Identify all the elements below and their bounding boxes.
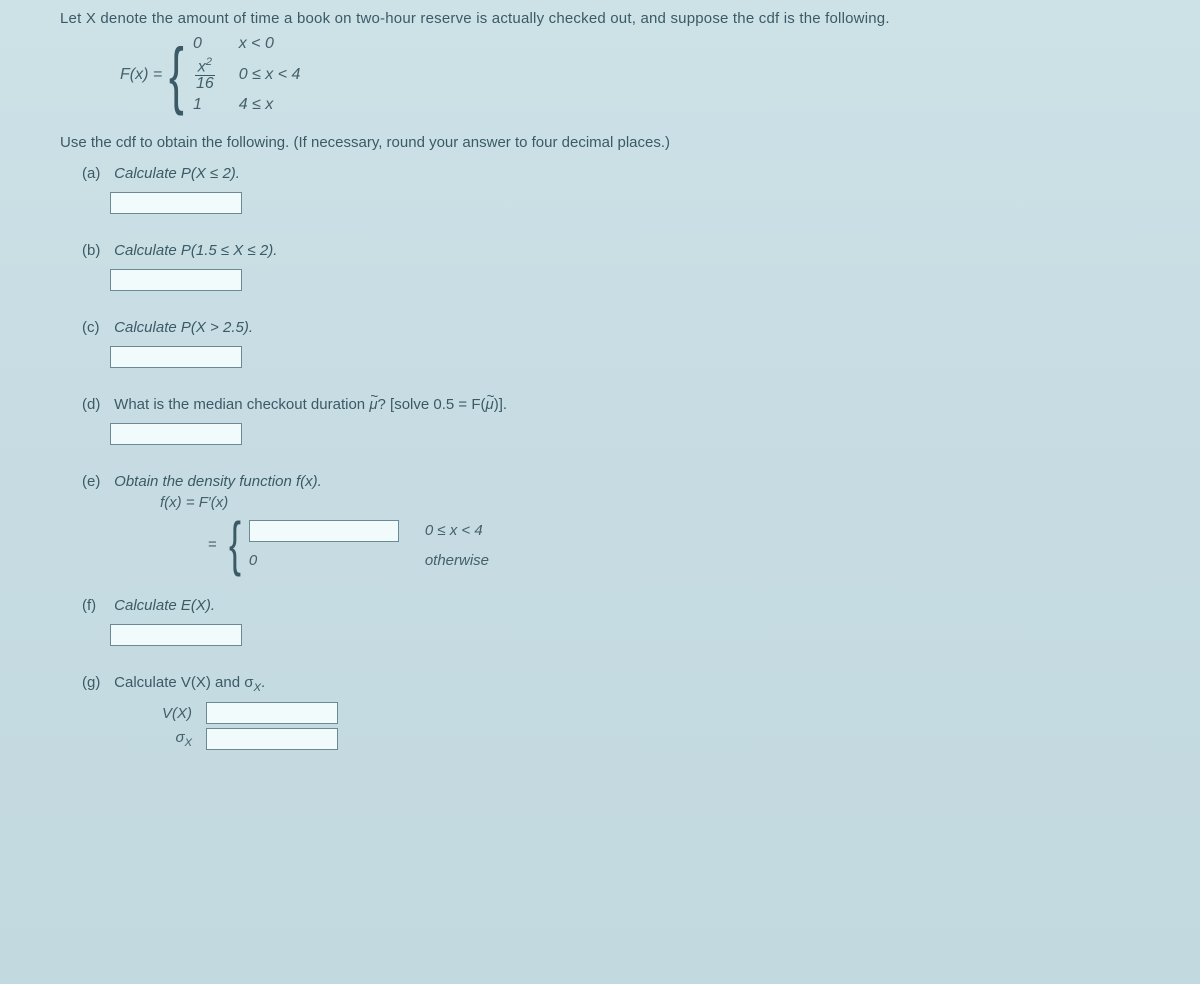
left-brace-icon: {	[169, 40, 184, 110]
part-d-input[interactable]	[110, 423, 242, 445]
cdf-case2-value: x2 16	[193, 57, 217, 92]
part-g-text: Calculate V(X) and σX.	[114, 674, 265, 691]
part-c-input[interactable]	[110, 346, 242, 368]
part-c-label: (c)	[82, 319, 110, 336]
part-d-label: (d)	[82, 396, 110, 413]
part-b-text: Calculate P(1.5 ≤ X ≤ 2).	[114, 242, 277, 259]
part-a-label: (a)	[82, 165, 110, 182]
instructions: Use the cdf to obtain the following. (If…	[60, 134, 1180, 151]
part-b: (b) Calculate P(1.5 ≤ X ≤ 2).	[82, 242, 1180, 259]
density-eq: f(x) = F′(x)	[160, 494, 1180, 511]
cdf-case1-cond: x < 0	[239, 35, 301, 53]
sigma-label: σX	[150, 729, 192, 749]
part-e-input[interactable]	[249, 520, 399, 542]
part-e-label: (e)	[82, 473, 110, 490]
cdf-case3-cond: 4 ≤ x	[239, 96, 301, 114]
cdf-cases: 0 x < 0 x2 16 0 ≤ x < 4 1 4 ≤ x	[193, 35, 301, 114]
problem-intro: Let X denote the amount of time a book o…	[60, 10, 1180, 27]
vx-label: V(X)	[150, 705, 192, 722]
density-case2-cond: otherwise	[425, 552, 489, 569]
part-b-label: (b)	[82, 242, 110, 259]
cdf-case2-cond: 0 ≤ x < 4	[239, 66, 301, 84]
part-g-sigma-input[interactable]	[206, 728, 338, 750]
part-a-text: Calculate P(X ≤ 2).	[114, 165, 240, 182]
density-definition: f(x) = F′(x) = { 0 ≤ x < 4 0 otherwise	[160, 494, 1180, 571]
part-g: (g) Calculate V(X) and σX.	[82, 674, 1180, 694]
cdf-lhs: F(x) =	[120, 66, 162, 84]
part-d: (d) What is the median checkout duration…	[82, 396, 1180, 413]
part-f-input[interactable]	[110, 624, 242, 646]
part-e: (e) Obtain the density function f(x).	[82, 473, 1180, 490]
part-f-text: Calculate E(X).	[114, 597, 215, 614]
part-g-label: (g)	[82, 674, 110, 691]
cdf-case1-value: 0	[193, 35, 217, 53]
density-case2-val: 0	[249, 552, 399, 569]
part-c: (c) Calculate P(X > 2.5).	[82, 319, 1180, 336]
part-c-text: Calculate P(X > 2.5).	[114, 319, 253, 336]
part-f: (f) Calculate E(X).	[82, 597, 1180, 614]
cdf-case3-value: 1	[193, 96, 217, 114]
cdf-definition: F(x) = { 0 x < 0 x2 16 0 ≤ x < 4 1 4 ≤ x	[120, 35, 1180, 114]
part-b-input[interactable]	[110, 269, 242, 291]
left-brace-small-icon: {	[229, 517, 241, 571]
part-f-label: (f)	[82, 597, 110, 614]
part-a-input[interactable]	[110, 192, 242, 214]
equals-sign: =	[208, 536, 217, 553]
part-e-text: Obtain the density function f(x).	[114, 473, 322, 490]
density-case1-cond: 0 ≤ x < 4	[425, 522, 489, 539]
part-d-text: What is the median checkout duration μ? …	[114, 396, 507, 413]
part-a: (a) Calculate P(X ≤ 2).	[82, 165, 1180, 182]
part-g-vx-input[interactable]	[206, 702, 338, 724]
